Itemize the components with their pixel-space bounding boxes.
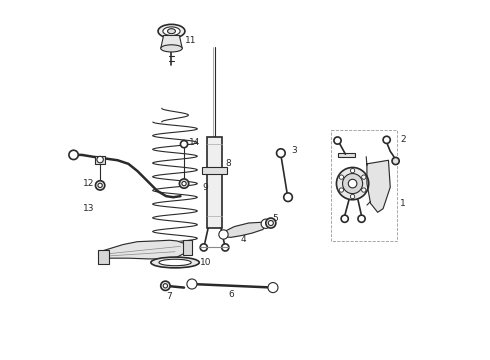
Circle shape	[69, 150, 78, 159]
Circle shape	[163, 284, 168, 288]
Circle shape	[187, 279, 197, 289]
Text: 2: 2	[400, 135, 406, 144]
Text: 4: 4	[241, 235, 246, 244]
Text: 13: 13	[83, 204, 95, 213]
Ellipse shape	[159, 259, 191, 266]
Polygon shape	[367, 160, 390, 212]
Ellipse shape	[151, 257, 199, 268]
Circle shape	[200, 244, 207, 251]
Circle shape	[362, 175, 366, 179]
Text: 8: 8	[225, 159, 231, 168]
Circle shape	[261, 219, 270, 228]
Circle shape	[383, 136, 390, 143]
Circle shape	[182, 181, 186, 186]
Circle shape	[221, 244, 229, 251]
Text: 3: 3	[291, 146, 296, 155]
Text: 6: 6	[229, 290, 235, 299]
Ellipse shape	[158, 24, 185, 38]
Circle shape	[392, 157, 399, 165]
Circle shape	[266, 218, 276, 228]
Circle shape	[219, 230, 228, 239]
Ellipse shape	[161, 45, 182, 52]
Polygon shape	[161, 36, 182, 48]
FancyBboxPatch shape	[98, 250, 109, 264]
Text: 14: 14	[190, 138, 201, 147]
Text: 10: 10	[200, 258, 212, 267]
Circle shape	[341, 215, 348, 222]
Circle shape	[339, 188, 343, 192]
Text: 5: 5	[272, 214, 278, 223]
Circle shape	[339, 175, 343, 179]
Circle shape	[96, 181, 105, 190]
Text: 1: 1	[400, 199, 406, 208]
Circle shape	[269, 221, 273, 226]
Circle shape	[284, 193, 293, 202]
Circle shape	[362, 188, 366, 192]
FancyBboxPatch shape	[338, 153, 355, 157]
FancyBboxPatch shape	[207, 137, 222, 228]
Circle shape	[161, 281, 170, 291]
Circle shape	[358, 215, 365, 222]
Text: 12: 12	[83, 179, 94, 188]
FancyBboxPatch shape	[183, 240, 192, 255]
Circle shape	[180, 140, 188, 148]
Ellipse shape	[163, 27, 180, 36]
FancyBboxPatch shape	[95, 156, 105, 163]
Text: 9: 9	[202, 183, 208, 192]
Circle shape	[350, 194, 355, 199]
Circle shape	[350, 168, 355, 173]
Circle shape	[268, 283, 278, 293]
Text: 11: 11	[185, 36, 196, 45]
Circle shape	[343, 174, 363, 194]
Text: 7: 7	[166, 292, 172, 301]
Polygon shape	[223, 222, 266, 237]
Circle shape	[97, 156, 103, 163]
Circle shape	[98, 183, 102, 188]
FancyBboxPatch shape	[202, 167, 227, 174]
Ellipse shape	[168, 29, 175, 34]
Circle shape	[179, 179, 189, 188]
Circle shape	[276, 149, 285, 157]
Circle shape	[334, 137, 341, 144]
Circle shape	[348, 179, 357, 188]
Circle shape	[337, 167, 368, 200]
Polygon shape	[100, 240, 188, 259]
